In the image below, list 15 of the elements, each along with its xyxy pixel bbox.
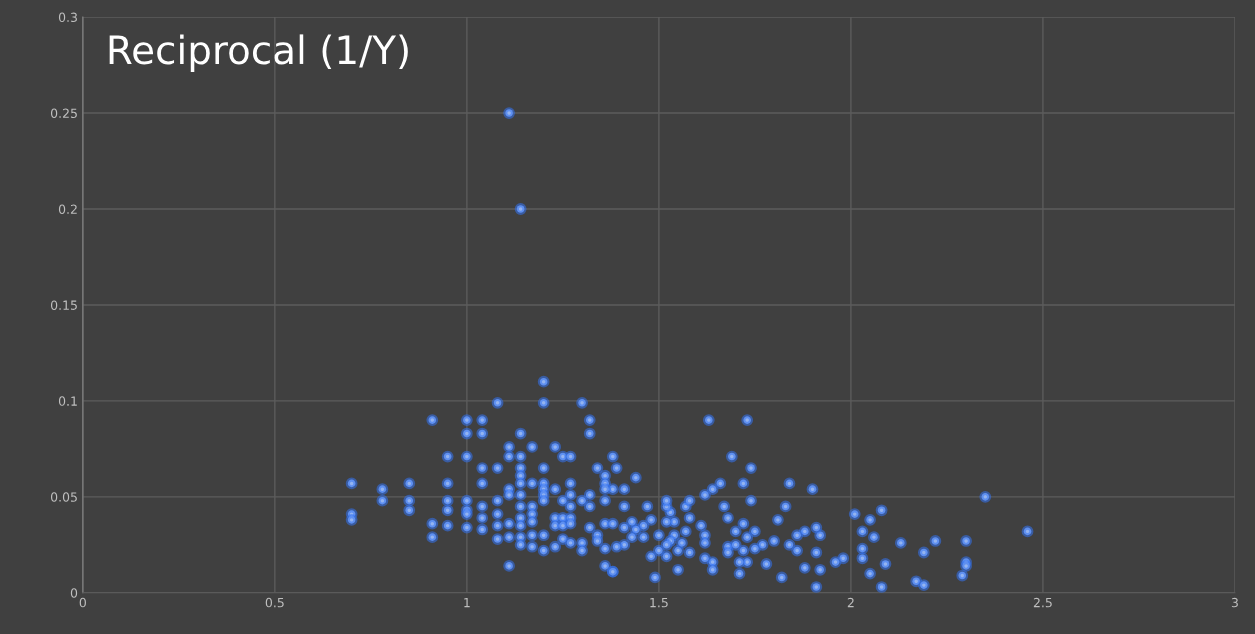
y-tick-label: 0.15 xyxy=(50,300,77,310)
y-tick-label: 0.05 xyxy=(50,492,77,502)
y-tick-label: 0.3 xyxy=(58,12,77,23)
x-tick-label: 0 xyxy=(79,597,86,608)
x-tick-label: 0.5 xyxy=(265,597,284,608)
x-tick-label: 1.5 xyxy=(650,598,668,608)
x-tick-label: 2.5 xyxy=(1033,597,1052,608)
y-tick-label: 0.1 xyxy=(58,396,77,406)
x-tick-label: 2 xyxy=(847,597,854,608)
x-tick-label: 3 xyxy=(1231,597,1238,608)
y-tick-label: 0.25 xyxy=(50,108,77,118)
x-tick-label: 1 xyxy=(464,598,470,608)
chart-title: Reciprocal (1/Y) xyxy=(109,34,408,73)
y-tick-label: 0.2 xyxy=(58,204,77,214)
y-tick-label: 0 xyxy=(70,588,78,598)
